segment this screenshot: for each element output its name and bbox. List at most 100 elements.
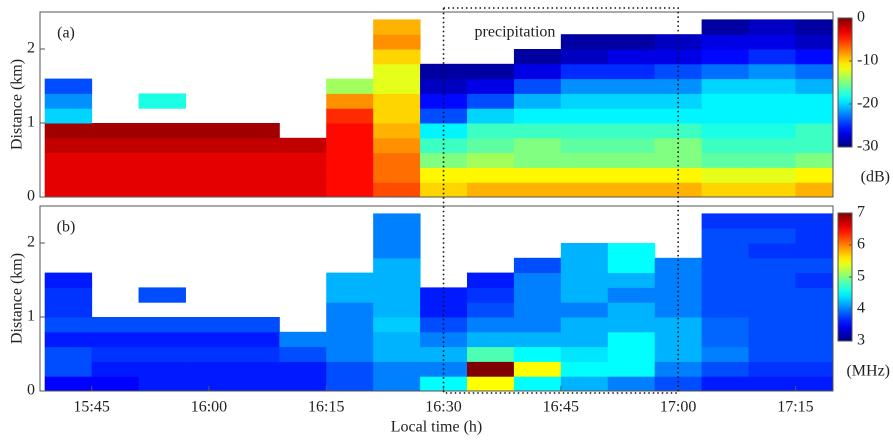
heat-cell <box>91 137 140 154</box>
panel-label: (a) <box>57 25 75 42</box>
heat-cell <box>420 331 468 348</box>
heat-cell <box>326 361 374 377</box>
heat-cell <box>326 152 374 168</box>
heat-cell <box>607 108 656 124</box>
colorbar-unit: (MHz) <box>846 363 890 380</box>
heat-cell <box>795 152 833 168</box>
colorbar-tick-label: 0 <box>857 9 865 26</box>
heat-cell <box>467 346 515 362</box>
heat-cell <box>701 243 750 259</box>
heat-cell <box>701 167 750 183</box>
heat-cell <box>654 257 703 274</box>
heat-cell <box>44 78 93 94</box>
heat-cell <box>373 317 421 333</box>
heat-cell <box>748 63 796 80</box>
heat-cell <box>701 257 750 274</box>
heat-cell <box>607 78 656 94</box>
heat-cell <box>560 137 609 154</box>
y-tick-label: 0 <box>27 188 35 205</box>
heat-cell <box>701 19 750 35</box>
y-tick-label: 2 <box>27 40 35 57</box>
heat-cell <box>420 376 468 391</box>
heat-cell <box>185 152 233 168</box>
heat-cell <box>795 19 833 35</box>
heat-cell <box>420 287 468 303</box>
heat-cell <box>467 123 515 139</box>
heat-cell <box>795 243 833 259</box>
heat-cell <box>326 302 374 318</box>
heat-cell <box>795 167 833 183</box>
heat-cell <box>560 346 609 362</box>
heat-cell <box>91 361 140 377</box>
heat-cell <box>607 152 656 168</box>
x-tick-label: 16:45 <box>543 399 579 416</box>
heat-cell <box>138 137 186 154</box>
colorbar-unit: (dB) <box>861 169 890 186</box>
heat-cell <box>795 34 833 50</box>
heat-cell <box>701 108 750 124</box>
heat-cell <box>44 123 93 139</box>
heat-cell <box>748 257 796 274</box>
colorbar-tick-label: -10 <box>857 52 878 69</box>
heat-cell <box>91 376 140 391</box>
heat-cell <box>701 361 750 377</box>
x-tick-label: 16:00 <box>191 399 227 416</box>
heatmap <box>44 213 833 391</box>
heat-cell <box>513 137 562 154</box>
heat-cell <box>607 93 656 109</box>
heat-cell <box>701 213 750 229</box>
heat-cell <box>44 182 93 197</box>
heat-cell <box>91 123 140 139</box>
heat-cell <box>279 167 327 183</box>
x-tick-label: 16:15 <box>308 399 344 416</box>
heat-cell <box>467 108 515 124</box>
heat-cell <box>373 302 421 318</box>
heat-cell <box>373 137 421 154</box>
heat-cell <box>513 49 562 65</box>
heat-cell <box>373 346 421 362</box>
heat-cell <box>701 152 750 168</box>
heat-cell <box>654 182 703 197</box>
heat-cell <box>91 331 140 348</box>
axes-frame <box>39 11 834 198</box>
heat-cell <box>467 302 515 318</box>
heat-cell <box>607 317 656 333</box>
heat-cell <box>560 78 609 94</box>
heat-cell <box>560 108 609 124</box>
colorbar <box>837 17 853 148</box>
heat-cell <box>795 302 833 318</box>
annotation: precipitation <box>475 24 556 41</box>
heat-cell <box>279 346 327 362</box>
heat-cell <box>326 331 374 348</box>
heat-cell <box>748 78 796 94</box>
panel-label: (b) <box>57 219 76 236</box>
heat-cell <box>654 49 703 65</box>
y-tick-label: 2 <box>27 234 35 251</box>
heat-cell <box>44 93 93 109</box>
colorbar-tick-label: 7 <box>857 204 865 221</box>
heat-cell <box>748 243 796 259</box>
x-tick-label: 15:45 <box>73 399 109 416</box>
heat-cell <box>654 123 703 139</box>
heat-cell <box>232 376 280 391</box>
heat-cell <box>138 182 186 197</box>
heat-cell <box>560 63 609 80</box>
heat-cell <box>138 93 186 109</box>
heat-cell <box>560 243 609 259</box>
heat-cell <box>560 287 609 303</box>
heat-cell <box>795 213 833 229</box>
heat-cell <box>607 243 656 259</box>
heat-cell <box>607 272 656 288</box>
heat-cell <box>701 182 750 197</box>
heat-cell <box>701 302 750 318</box>
heat-cell <box>607 287 656 303</box>
heat-cell <box>560 257 609 274</box>
heat-cell <box>373 361 421 377</box>
heat-cell <box>420 78 468 94</box>
heat-cell <box>654 78 703 94</box>
x-axis-label: Local time (h) <box>391 419 483 436</box>
heat-cell <box>373 213 421 229</box>
heat-cell <box>795 78 833 94</box>
